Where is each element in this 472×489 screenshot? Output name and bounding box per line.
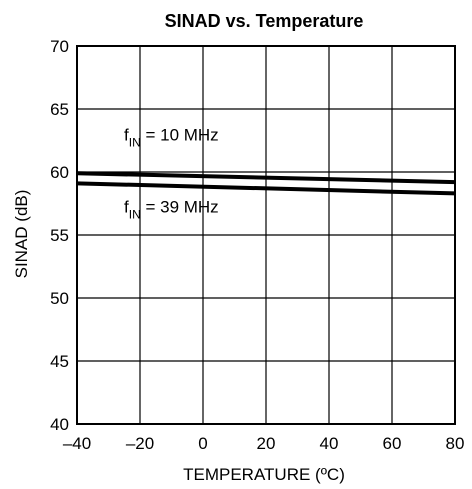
x-axis-label: TEMPERATURE (ºC)	[183, 465, 345, 484]
chart-title: SINAD vs. Temperature	[165, 11, 364, 31]
x-tick-label: 40	[320, 434, 339, 453]
x-tick-label: 80	[446, 434, 465, 453]
plot-frame	[76, 45, 456, 425]
y-tick-label: 40	[50, 415, 69, 434]
y-tick-label: 65	[50, 100, 69, 119]
x-tick-label: –20	[126, 434, 154, 453]
y-tick-label: 55	[50, 226, 69, 245]
y-tick-label: 45	[50, 352, 69, 371]
grid	[76, 45, 456, 425]
x-tick-label: 60	[383, 434, 402, 453]
series-line-1	[76, 171, 456, 185]
y-tick-label: 70	[50, 37, 69, 56]
y-tick-label: 50	[50, 289, 69, 308]
annotation-1: fIN = 10 MHz	[124, 126, 219, 150]
series-line-2	[76, 181, 456, 196]
x-tick-label: 20	[257, 434, 276, 453]
y-tick-label: 60	[50, 163, 69, 182]
tick-labels: –40 –20 0 20 40 60 80 40 45 50 55 60 65 70	[50, 37, 464, 453]
x-tick-label: –40	[63, 434, 91, 453]
x-tick-label: 0	[198, 434, 207, 453]
annotation-2: fIN = 39 MHz	[124, 197, 219, 221]
series-group	[76, 171, 456, 196]
annotations: fIN = 10 MHz fIN = 39 MHz	[124, 126, 219, 222]
y-axis-label: SINAD (dB)	[12, 190, 31, 279]
